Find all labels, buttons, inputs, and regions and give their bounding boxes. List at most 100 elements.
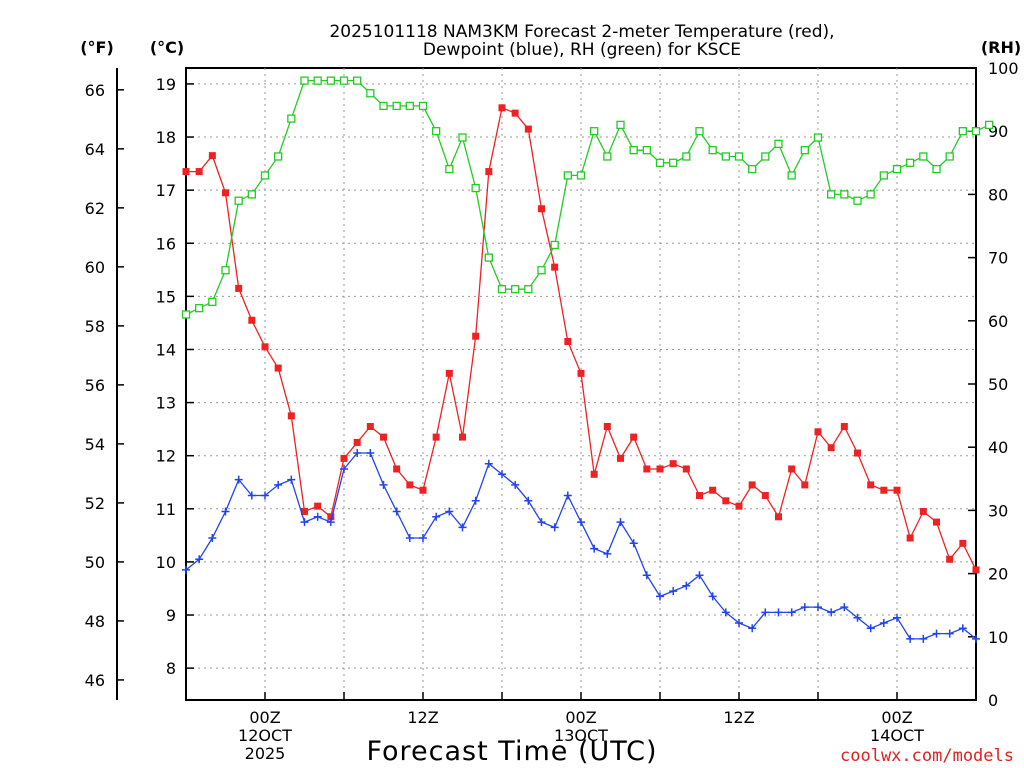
data-point <box>182 168 190 176</box>
axis-ticks: 8 9 10 11 12 13 14 15 16 17 18 19 46 48 50 52 54 56 58 60 62… <box>85 59 1019 763</box>
data-point <box>379 480 388 489</box>
series-dewpoint <box>182 449 980 643</box>
data-point <box>563 171 572 180</box>
data-point <box>801 481 809 489</box>
data-point <box>761 492 769 500</box>
data-point <box>695 127 704 136</box>
data-point <box>301 507 308 515</box>
data-point <box>458 133 467 142</box>
data-point <box>840 603 849 612</box>
plot-area <box>185 67 977 701</box>
data-point <box>287 412 295 420</box>
x-tick-date-label: 12OCT <box>238 726 292 745</box>
celsius-tick-label: 11 <box>156 500 176 519</box>
data-point <box>814 428 822 436</box>
data-point <box>800 146 809 155</box>
data-point <box>380 433 387 441</box>
x-tick-date-label: 13OCT <box>554 726 608 745</box>
data-point <box>774 139 783 148</box>
data-point <box>406 481 414 489</box>
data-point <box>550 240 559 250</box>
data-point <box>748 624 757 633</box>
data-point <box>419 486 427 494</box>
rh-tick-label: 50 <box>988 375 1008 394</box>
data-point <box>432 127 441 136</box>
data-point <box>932 629 941 638</box>
data-point <box>260 171 270 180</box>
data-point <box>274 152 283 161</box>
data-point <box>958 127 967 136</box>
x-tick-year-label: 2025 <box>245 744 286 763</box>
data-point <box>418 101 428 111</box>
data-point <box>629 539 638 548</box>
rh-tick-label: 10 <box>988 628 1008 647</box>
data-point <box>392 507 401 516</box>
data-point <box>748 481 756 489</box>
x-tick-date-label: 14OCT <box>870 726 924 745</box>
data-point <box>405 101 414 111</box>
data-point <box>353 449 362 457</box>
data-point <box>472 332 480 340</box>
data-point <box>353 76 362 85</box>
data-point <box>866 624 875 633</box>
data-point <box>906 534 914 542</box>
data-point <box>708 146 717 155</box>
data-point <box>682 465 690 473</box>
data-point <box>524 125 532 133</box>
data-point <box>590 544 599 553</box>
x-tick-time-label: 12Z <box>723 708 754 727</box>
data-point <box>537 518 546 527</box>
rh-tick-label: 60 <box>988 312 1008 331</box>
data-point <box>919 507 927 515</box>
watermark: coolwx.com/models <box>840 746 1014 766</box>
data-point <box>379 101 388 111</box>
data-point <box>655 158 665 167</box>
data-point <box>340 465 348 473</box>
data-point <box>669 158 678 167</box>
data-point <box>392 101 401 111</box>
data-point <box>471 183 480 193</box>
data-point <box>366 422 374 430</box>
data-point <box>840 190 849 199</box>
fahrenheit-tick-label: 62 <box>85 199 105 218</box>
data-point <box>484 459 493 468</box>
data-point <box>669 460 677 468</box>
celsius-tick-label: 19 <box>156 75 176 94</box>
x-tick-time-label: 00Z <box>249 708 280 727</box>
data-point <box>919 634 928 643</box>
data-point <box>774 608 783 617</box>
rh-axis-unit: (RH) <box>981 38 1021 57</box>
data-point <box>854 449 861 457</box>
data-point <box>721 608 730 617</box>
data-point <box>340 454 348 462</box>
data-point <box>971 127 981 136</box>
data-point <box>577 369 585 377</box>
celsius-axis-unit: (°C) <box>150 38 184 57</box>
data-point <box>892 164 902 174</box>
data-point <box>682 581 691 590</box>
data-point <box>511 109 519 117</box>
data-point <box>326 518 335 527</box>
data-point <box>775 513 782 521</box>
celsius-tick-label: 14 <box>156 340 176 359</box>
data-point <box>696 492 703 500</box>
data-point <box>181 310 191 319</box>
data-point <box>313 512 322 521</box>
fahrenheit-tick-label: 56 <box>85 376 105 395</box>
data-point <box>327 513 335 521</box>
series-2-meter-temperature <box>182 104 980 574</box>
data-point <box>748 164 757 174</box>
data-point <box>234 475 243 484</box>
data-point <box>867 481 875 489</box>
data-point <box>195 168 203 176</box>
data-point <box>577 518 585 527</box>
x-tick-time-label: 00Z <box>881 708 912 727</box>
data-point <box>906 634 915 643</box>
data-point <box>788 465 796 473</box>
data-point <box>880 486 888 494</box>
data-point <box>498 104 506 112</box>
data-point <box>221 266 230 275</box>
celsius-tick-label: 13 <box>156 394 176 413</box>
celsius-tick-label: 16 <box>156 234 176 253</box>
